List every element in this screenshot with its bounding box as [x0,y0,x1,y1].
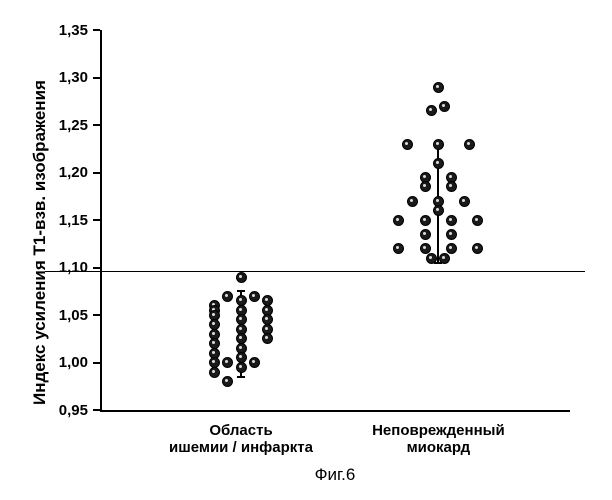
data-point [249,357,260,368]
data-point [433,158,444,169]
data-point [433,205,444,216]
data-point [249,291,260,302]
data-point [222,291,233,302]
x-category-label: Область ишемии / инфаркта [141,422,341,456]
y-tick-mark [93,219,100,221]
y-tick-mark [93,362,100,364]
data-point [407,196,418,207]
data-point [446,243,457,254]
figure: Индекс усиления Т1-взв. изображения 0,95… [0,0,612,500]
reference-line [45,271,585,272]
data-point [472,243,483,254]
y-tick-mark [93,124,100,126]
y-tick-label: 1,30 [48,69,88,86]
data-point [446,181,457,192]
data-point [433,139,444,150]
data-point [472,215,483,226]
data-point [464,139,475,150]
data-point [402,139,413,150]
error-bar-cap [237,376,245,378]
y-tick-mark [93,267,100,269]
y-tick-label: 1,00 [48,354,88,371]
data-point [446,215,457,226]
data-point [426,105,437,116]
data-point [439,101,450,112]
y-tick-mark [93,172,100,174]
y-axis-line [100,30,102,410]
data-point [393,215,404,226]
data-point [236,362,247,373]
y-tick-mark [93,409,100,411]
data-point [222,376,233,387]
y-tick-label: 1,15 [48,212,88,229]
y-tick-label: 1,10 [48,259,88,276]
data-point [209,367,220,378]
data-point [420,215,431,226]
data-point [426,253,437,264]
data-point [222,357,233,368]
figure-caption: Фиг.6 [295,465,375,485]
data-point [420,229,431,240]
data-point [446,229,457,240]
data-point [433,82,444,93]
data-point [262,333,273,344]
data-point [459,196,470,207]
data-point [439,253,450,264]
data-point [420,181,431,192]
y-tick-mark [93,29,100,31]
data-point [236,272,247,283]
error-bar-cap [237,290,245,292]
y-tick-label: 0,95 [48,402,88,419]
y-axis-title: Индекс усиления Т1-взв. изображения [30,80,50,405]
x-axis-line [100,410,570,412]
data-point [393,243,404,254]
y-tick-mark [93,314,100,316]
y-tick-label: 1,20 [48,164,88,181]
y-tick-label: 1,35 [48,22,88,39]
y-tick-label: 1,05 [48,307,88,324]
y-tick-mark [93,77,100,79]
x-category-label: Неповрежденный миокард [338,422,538,456]
y-tick-label: 1,25 [48,117,88,134]
